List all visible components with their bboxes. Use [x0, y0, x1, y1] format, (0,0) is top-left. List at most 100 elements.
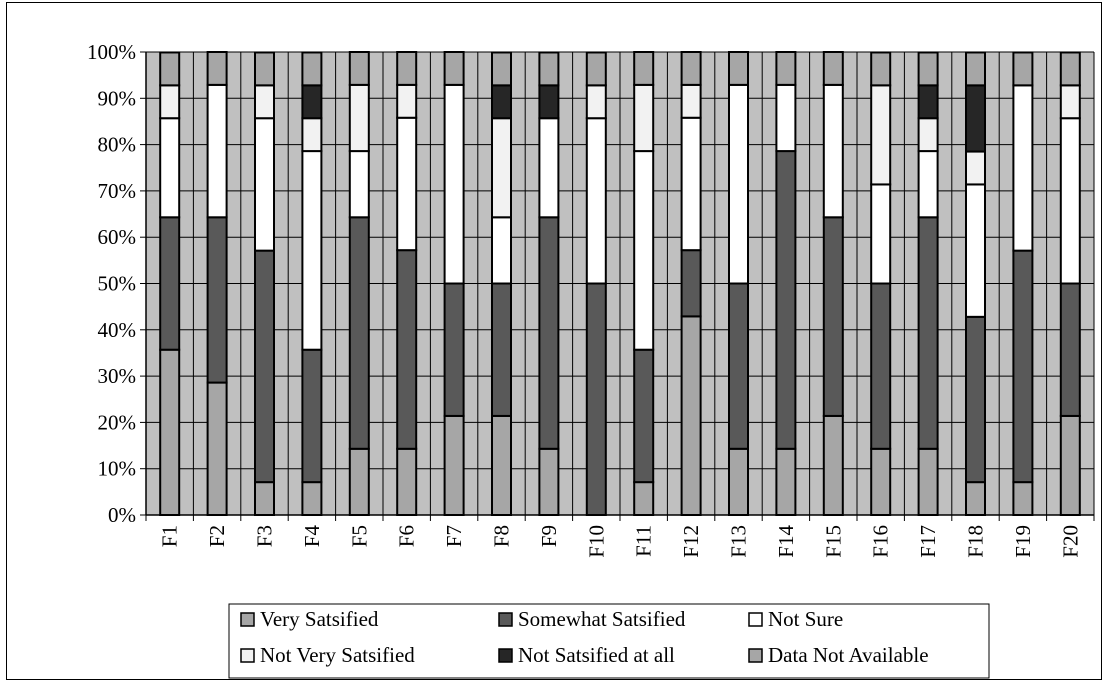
bar-segment-f19-s2 — [1012, 249, 1034, 484]
bar-segment-f17-s4 — [917, 117, 939, 153]
bar-segment-f15-s6 — [822, 51, 844, 86]
bar-segment-f12-s6 — [680, 51, 702, 86]
bar-segment-f9-s6 — [538, 51, 560, 87]
bar-segment-f16-s1 — [870, 447, 892, 516]
bar-segment-f17-s2 — [917, 216, 939, 450]
legend-swatch-5 — [498, 648, 513, 663]
y-tick-label: 90% — [98, 86, 137, 110]
bar-segment-f7-s1 — [443, 414, 465, 516]
bar-segment-f8-s5 — [491, 84, 512, 120]
bar-segment-f10-s6 — [585, 51, 607, 87]
plot-area — [145, 51, 1095, 517]
x-tick-label-f8: F8 — [490, 525, 514, 547]
legend-swatch-3 — [748, 612, 763, 627]
y-tick-label: 10% — [98, 457, 137, 481]
bar-segment-f5-s6 — [348, 51, 370, 86]
bar-segment-f9-s5 — [538, 84, 560, 120]
bar-segment-f20-s3 — [1059, 117, 1081, 285]
bar-segment-f11-s6 — [633, 51, 655, 86]
legend-label-6: Data Not Available — [768, 643, 929, 667]
bar-segment-f18-s2 — [965, 315, 986, 484]
y-tick-label: 20% — [98, 410, 137, 434]
bar-segment-f4-s4 — [301, 117, 323, 153]
x-tick-label-f20: F20 — [1058, 525, 1082, 558]
bar-segment-f4-s2 — [301, 348, 323, 484]
x-tick-label-f16: F16 — [869, 525, 893, 558]
bar-segment-f14-s2 — [775, 150, 797, 450]
bar-segment-f5-s1 — [348, 447, 370, 516]
y-tick-label: 100% — [87, 40, 136, 64]
legend-label-2: Somewhat Satsified — [518, 607, 686, 631]
bar-segment-f12-s1 — [680, 315, 702, 516]
legend-swatch-4 — [240, 648, 255, 663]
bar-segment-f14-s3 — [775, 83, 797, 153]
bar-segment-f6-s3 — [396, 116, 418, 252]
x-tick-label-f5: F5 — [347, 525, 371, 547]
bar-segment-f13-s3 — [728, 83, 749, 285]
x-tick-label-f6: F6 — [395, 525, 419, 547]
bar-segment-f7-s6 — [443, 51, 465, 86]
bar-segment-f1-s4 — [159, 84, 181, 120]
bar-segment-f4-s5 — [301, 84, 323, 120]
bar-segment-f19-s3 — [1012, 84, 1034, 252]
bar-segment-f15-s3 — [822, 83, 844, 219]
bar-segment-f13-s2 — [728, 282, 749, 450]
bar-segment-f18-s6 — [965, 51, 986, 87]
x-tick-label-f14: F14 — [774, 525, 798, 558]
x-tick-label-f9: F9 — [537, 525, 561, 547]
bar-segment-f8-s6 — [491, 51, 512, 87]
bar-segment-f13-s1 — [728, 447, 749, 516]
bar-segment-f20-s2 — [1059, 282, 1081, 417]
bar-segment-f9-s1 — [538, 447, 560, 516]
legend-label-1: Very Satsified — [260, 607, 379, 631]
x-tick-label-f11: F11 — [632, 525, 656, 557]
bar-segment-f16-s6 — [870, 51, 892, 87]
bar-segment-f3-s3 — [254, 117, 275, 252]
bar-segment-f14-s6 — [775, 51, 797, 86]
x-tick-label-f2: F2 — [205, 525, 229, 547]
bar-segment-f18-s1 — [965, 481, 986, 517]
bar-segment-f12-s2 — [680, 249, 702, 318]
bar-segment-f7-s2 — [443, 282, 465, 417]
y-tick-label: 0% — [108, 503, 136, 527]
bar-segment-f15-s1 — [822, 414, 844, 516]
bar-segment-f20-s4 — [1059, 84, 1081, 120]
x-tick-label-f7: F7 — [442, 525, 466, 547]
x-tick-label-f13: F13 — [727, 525, 751, 558]
y-tick-label: 80% — [98, 133, 137, 157]
bar-segment-f5-s2 — [348, 216, 370, 450]
bar-segment-f18-s3 — [965, 183, 986, 318]
bar-segment-f10-s3 — [585, 117, 607, 285]
bar-segment-f5-s3 — [348, 150, 370, 219]
bar-segment-f1-s6 — [159, 51, 181, 87]
bar-segment-f16-s2 — [870, 282, 892, 450]
bar-segment-f17-s3 — [917, 150, 939, 219]
y-tick-label: 70% — [98, 179, 137, 203]
axes: 0% 10% 20% 30% 40% 50% 60% 70% 80% 90% 100% F1 F2 F3 F… — [87, 40, 1095, 558]
legend: Very Satsified Somewhat Satsified Not Sure… — [228, 603, 990, 679]
bar-segment-f6-s1 — [396, 447, 418, 516]
bar-segment-f9-s2 — [538, 216, 560, 450]
x-tick-label-f17: F17 — [916, 525, 940, 558]
x-tick-label-f4: F4 — [300, 525, 324, 548]
bar-segment-f3-s1 — [254, 481, 275, 517]
bar-segment-f6-s6 — [396, 51, 418, 86]
y-tick-label: 40% — [98, 318, 137, 342]
bar-segment-f8-s4 — [491, 117, 512, 219]
bar-segment-f5-s4 — [348, 83, 370, 153]
bar-segment-f20-s1 — [1059, 414, 1081, 516]
bar-segment-f4-s6 — [301, 51, 323, 87]
bar-segment-f17-s1 — [917, 447, 939, 516]
bar-segment-f2-s1 — [206, 381, 228, 516]
legend-label-3: Not Sure — [768, 607, 843, 631]
bar-segment-f12-s3 — [680, 116, 702, 252]
y-tick-label: 50% — [98, 272, 137, 296]
bar-segment-f9-s3 — [538, 117, 560, 219]
bar-segment-f19-s1 — [1012, 481, 1034, 517]
x-tick-label-f1: F1 — [158, 525, 182, 547]
bar-segment-f3-s2 — [254, 249, 275, 484]
bar-segment-f6-s4 — [396, 83, 418, 119]
x-tick-label-f3: F3 — [253, 525, 277, 547]
bar-segment-f8-s1 — [491, 414, 512, 516]
bar-segment-f12-s4 — [680, 83, 702, 119]
